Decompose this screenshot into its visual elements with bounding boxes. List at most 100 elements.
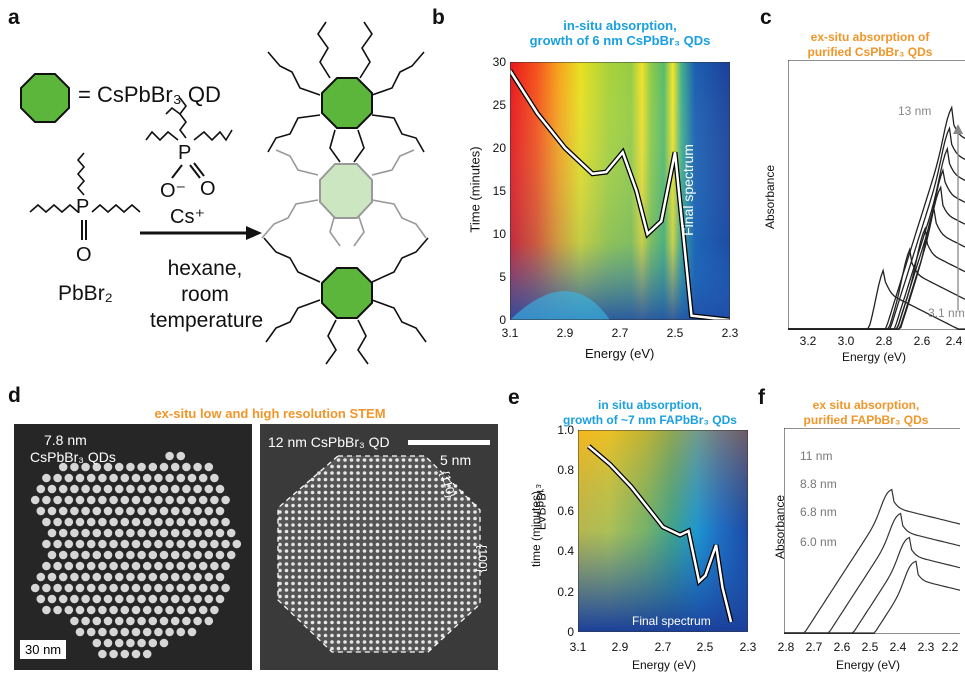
nanocrystal-dot — [75, 583, 85, 593]
atom-column — [414, 562, 419, 566]
chart-e-xticks: 3.1 2.9 2.7 2.5 2.3 — [570, 640, 757, 656]
atom-column — [375, 640, 380, 644]
atom-column — [304, 581, 308, 586]
atom-column — [304, 503, 308, 508]
atom-column — [421, 646, 425, 651]
atom-column — [440, 633, 445, 638]
atom-column — [375, 503, 380, 508]
atom-column — [453, 614, 458, 618]
atom-column — [473, 523, 477, 527]
oxygen-atom-2: O — [200, 178, 216, 200]
atom-column — [323, 555, 328, 560]
atom-column — [440, 516, 445, 521]
atom-column — [330, 627, 334, 631]
atom-column — [343, 627, 347, 631]
atom-column — [408, 614, 412, 618]
nanocrystal-dot — [81, 462, 90, 472]
atom-column — [304, 562, 308, 566]
atom-column — [356, 458, 360, 462]
atom-column — [388, 588, 393, 592]
nanocrystal-dot — [193, 550, 202, 560]
spectrum-line — [788, 105, 965, 330]
atom-column — [453, 601, 458, 605]
c-xtick: 3.0 — [837, 334, 855, 348]
atom-column — [291, 523, 295, 527]
nanocrystal-dot — [109, 539, 118, 549]
atom-column — [349, 497, 354, 501]
atom-column — [349, 542, 354, 547]
nanocrystal-dot — [126, 638, 135, 648]
nanocrystal-dot — [131, 649, 141, 659]
atom-column — [460, 555, 464, 560]
qd-legend-octagon — [20, 73, 70, 123]
nanocrystal-dot — [103, 528, 113, 538]
atom-column — [336, 568, 341, 573]
atom-column — [414, 620, 419, 625]
atom-column — [421, 607, 425, 612]
b-xtick: 2.9 — [556, 326, 574, 340]
condition-line-1: hexane, — [167, 257, 243, 280]
atom-column — [336, 458, 341, 462]
atom-column — [317, 555, 321, 560]
nanocrystal-dot — [81, 616, 90, 626]
atom-column — [401, 627, 406, 631]
atom-column — [421, 490, 425, 495]
atom-column — [369, 633, 373, 638]
nanocrystal-dot — [232, 539, 242, 549]
nanocrystal-dot — [159, 594, 169, 604]
nanocrystal-dot — [109, 583, 118, 593]
nanocrystal-dot — [75, 627, 85, 637]
atom-column — [349, 575, 354, 579]
nanocrystal-dot — [176, 495, 186, 505]
nanocrystal-dot — [98, 649, 107, 659]
atom-column — [408, 536, 412, 540]
b-ytick: 0 — [499, 313, 506, 327]
nanocrystal-dot — [187, 605, 197, 615]
nanocrystal-dot — [148, 462, 158, 472]
atom-column — [408, 484, 412, 488]
atom-column — [466, 536, 471, 540]
atom-column — [434, 627, 438, 631]
atom-column — [323, 607, 328, 612]
atom-column — [434, 471, 438, 475]
chart-f-xticks: 2.8 2.7 2.6 2.5 2.4 2.3 2.2 — [778, 640, 960, 656]
reaction-conditions: hexane, room temperature — [150, 256, 263, 334]
atom-column — [349, 646, 354, 651]
atom-column — [460, 607, 464, 612]
f-xtick: 2.5 — [861, 640, 879, 654]
atom-column — [421, 523, 425, 527]
atom-column — [421, 477, 425, 482]
atom-column — [453, 523, 458, 527]
atom-column — [291, 568, 295, 573]
atom-column — [453, 588, 458, 592]
atom-column — [297, 555, 302, 560]
atom-column — [278, 549, 282, 553]
atom-column — [336, 633, 341, 638]
atom-column — [349, 464, 354, 469]
nanocrystal-dot — [114, 594, 124, 604]
atom-column — [466, 575, 471, 579]
atom-column — [440, 568, 445, 573]
atom-column — [473, 601, 477, 605]
e-ytick: 0 — [567, 625, 574, 639]
chart-c-xlabel: Energy (eV) — [842, 350, 907, 364]
atom-column — [395, 549, 399, 553]
c-xtick: 3.2 — [799, 334, 817, 348]
spectrum-line — [784, 512, 960, 634]
atom-column — [427, 640, 432, 644]
atom-column — [304, 510, 308, 514]
panel-label-f: f — [758, 386, 765, 409]
atom-column — [323, 516, 328, 521]
atom-column — [460, 601, 464, 605]
atom-column — [434, 549, 438, 553]
nanocrystal-dot — [193, 506, 202, 516]
qd-top — [267, 21, 425, 163]
atom-column — [284, 601, 289, 605]
atom-column — [401, 536, 406, 540]
atom-column — [336, 562, 341, 566]
oxygen-atom-1: O — [76, 244, 92, 266]
nanocrystal-dot — [86, 583, 96, 593]
atom-column — [356, 581, 360, 586]
nanocrystal-dot — [114, 550, 124, 560]
nanocrystal-dot — [103, 550, 113, 560]
